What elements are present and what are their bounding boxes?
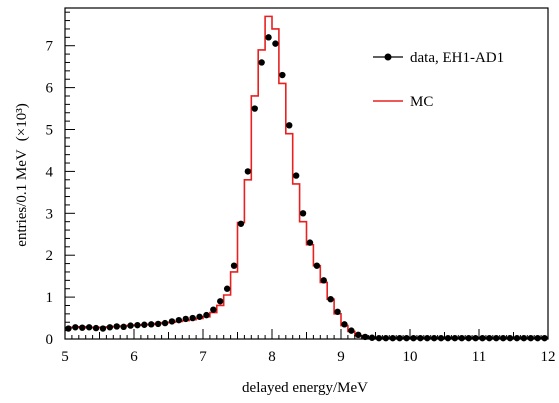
data-point xyxy=(265,34,272,41)
data-point xyxy=(230,262,238,269)
data-point xyxy=(196,313,203,320)
data-point xyxy=(244,168,252,175)
data-point xyxy=(334,308,341,315)
x-tick-label: 12 xyxy=(541,349,556,365)
data-point xyxy=(493,334,500,342)
data-point xyxy=(389,334,396,342)
x-tick-label: 5 xyxy=(61,349,69,365)
data-point xyxy=(479,334,486,342)
legend: data, EH1-AD1 MC xyxy=(373,50,504,110)
data-point xyxy=(410,334,417,342)
data-point xyxy=(313,262,321,269)
data-point xyxy=(437,334,445,342)
data-point xyxy=(424,334,431,342)
axis-ticks xyxy=(64,11,549,340)
legend-mc-label: MC xyxy=(410,94,433,110)
data-point xyxy=(223,285,231,292)
data-point xyxy=(348,327,355,334)
legend-data-marker xyxy=(384,53,392,61)
y-tick-label: 7 xyxy=(46,39,54,55)
x-tick-label: 10 xyxy=(403,349,418,365)
data-point xyxy=(486,334,493,342)
data-point xyxy=(472,334,479,342)
data-point xyxy=(286,122,293,129)
data-point xyxy=(161,319,169,327)
y-tick-label: 4 xyxy=(46,164,54,180)
data-point xyxy=(92,324,100,332)
data-point xyxy=(306,239,314,246)
y-tick-label: 5 xyxy=(46,123,54,139)
data-point xyxy=(396,334,403,342)
data-point xyxy=(299,210,307,217)
y-tick-label: 6 xyxy=(46,81,54,97)
data-point xyxy=(134,321,141,329)
data-point xyxy=(527,334,534,342)
data-point xyxy=(375,334,383,342)
data-point xyxy=(458,334,465,342)
data-points-layer xyxy=(65,34,548,342)
data-point xyxy=(327,295,334,303)
data-point xyxy=(85,324,93,331)
data-point xyxy=(72,324,79,331)
y-tick-label: 0 xyxy=(46,332,54,348)
x-tick-labels: 5 6 7 8 9 10 11 12 xyxy=(61,349,555,365)
data-point xyxy=(355,331,362,339)
data-point xyxy=(430,334,438,342)
data-point xyxy=(451,334,459,342)
y-axis-title-main: entries/0.1 MeV xyxy=(14,149,30,247)
data-point xyxy=(237,220,245,227)
data-point xyxy=(251,105,258,112)
data-point xyxy=(499,334,507,342)
data-point xyxy=(506,334,514,342)
data-point xyxy=(382,334,390,342)
data-point xyxy=(279,71,286,79)
data-point xyxy=(99,325,107,332)
legend-data-label: data, EH1-AD1 xyxy=(410,50,504,66)
data-point xyxy=(189,314,196,322)
data-point xyxy=(465,334,472,342)
data-point xyxy=(444,334,452,342)
y-tick-label: 3 xyxy=(46,206,54,222)
data-point xyxy=(154,320,162,328)
data-point xyxy=(168,318,176,325)
data-point xyxy=(534,334,541,342)
data-point xyxy=(217,298,224,305)
data-point xyxy=(417,334,424,342)
data-point xyxy=(141,321,148,328)
data-point xyxy=(148,321,155,328)
y-tick-label: 1 xyxy=(46,290,54,306)
x-tick-label: 6 xyxy=(130,349,138,365)
data-point xyxy=(368,334,376,341)
x-tick-label: 7 xyxy=(199,349,207,365)
data-point xyxy=(292,172,300,179)
x-tick-label: 9 xyxy=(337,349,345,365)
data-point xyxy=(541,334,548,342)
data-point xyxy=(203,311,210,319)
y-tick-label: 2 xyxy=(46,248,54,264)
data-point xyxy=(79,324,86,331)
data-point xyxy=(113,323,120,330)
data-point xyxy=(175,316,183,324)
data-point xyxy=(258,59,265,66)
data-point xyxy=(320,277,327,284)
data-point xyxy=(210,306,217,313)
data-point xyxy=(403,334,410,342)
data-point xyxy=(127,322,134,329)
x-tick-label: 11 xyxy=(472,349,486,365)
y-tick-labels: 0 1 2 3 4 5 6 7 xyxy=(46,39,54,348)
data-point xyxy=(272,40,279,47)
data-point xyxy=(513,334,521,342)
y-axis-title: entries/0.1 MeV (×10³) xyxy=(14,103,30,246)
x-tick-label: 8 xyxy=(268,349,276,365)
y-axis-multiplier: (×10³) xyxy=(14,103,30,141)
data-point xyxy=(520,334,528,342)
data-point xyxy=(182,315,189,323)
data-point xyxy=(120,323,127,331)
data-point xyxy=(341,321,348,328)
data-point xyxy=(106,324,114,331)
x-axis-title: delayed energy/MeV xyxy=(242,380,368,396)
